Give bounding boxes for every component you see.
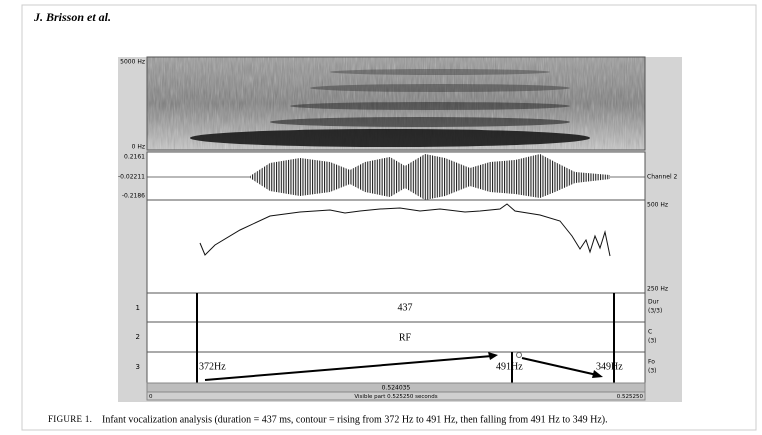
- axis-label: 0.2161: [124, 154, 145, 161]
- arrow: [521, 357, 598, 376]
- axis-label: -0.02211: [118, 174, 145, 181]
- axis-label: 500 Hz: [647, 202, 668, 209]
- tier-count: (3/3): [648, 308, 662, 315]
- tier-text: 349Hz: [596, 361, 623, 372]
- point-marker: [516, 352, 522, 358]
- arrow: [204, 355, 493, 381]
- tier-text: 491Hz: [496, 361, 523, 372]
- tier-number: 1: [136, 304, 140, 312]
- tier-name: Fo: [648, 359, 655, 366]
- tier-count: (3): [648, 338, 657, 345]
- tier-number: 3: [136, 363, 140, 371]
- tier-name: Dur: [648, 299, 659, 306]
- tier-2: [146, 321, 646, 353]
- tier-text: RF: [399, 332, 412, 343]
- channel-label: Channel 2: [647, 174, 678, 181]
- spectrogram: [147, 57, 645, 150]
- running-head: J. Brisson et al.: [33, 10, 111, 24]
- waveform: [250, 154, 610, 200]
- start-label: 0: [149, 394, 153, 400]
- tier-text: 437: [398, 302, 413, 313]
- tier-count: (3): [648, 368, 657, 375]
- spectrogram-frame: [146, 56, 646, 151]
- tier-name: C: [648, 329, 652, 336]
- tier-1: [146, 292, 646, 323]
- pitch-contour: [199, 203, 611, 257]
- arrow-head: [488, 352, 498, 360]
- axis-label: -0.2186: [122, 193, 145, 200]
- caption-text: Infant vocalization analysis (duration =…: [102, 414, 608, 425]
- axis-label: 250 Hz: [647, 286, 668, 293]
- visible-label: Visible part 0.525250 seconds: [354, 394, 437, 400]
- arrow-head: [592, 370, 603, 378]
- visible-bar: [146, 391, 646, 401]
- end-label: 0.525250: [617, 394, 644, 400]
- axis-label: 5000 Hz: [120, 59, 145, 66]
- caption-label: FIGURE 1.: [48, 414, 92, 424]
- axis-label: 0 Hz: [132, 144, 145, 151]
- selection-label: 0.524035: [382, 385, 411, 392]
- tier-text: 372Hz: [199, 361, 226, 372]
- pitch-panel: [146, 199, 646, 294]
- tier-number: 2: [136, 333, 140, 341]
